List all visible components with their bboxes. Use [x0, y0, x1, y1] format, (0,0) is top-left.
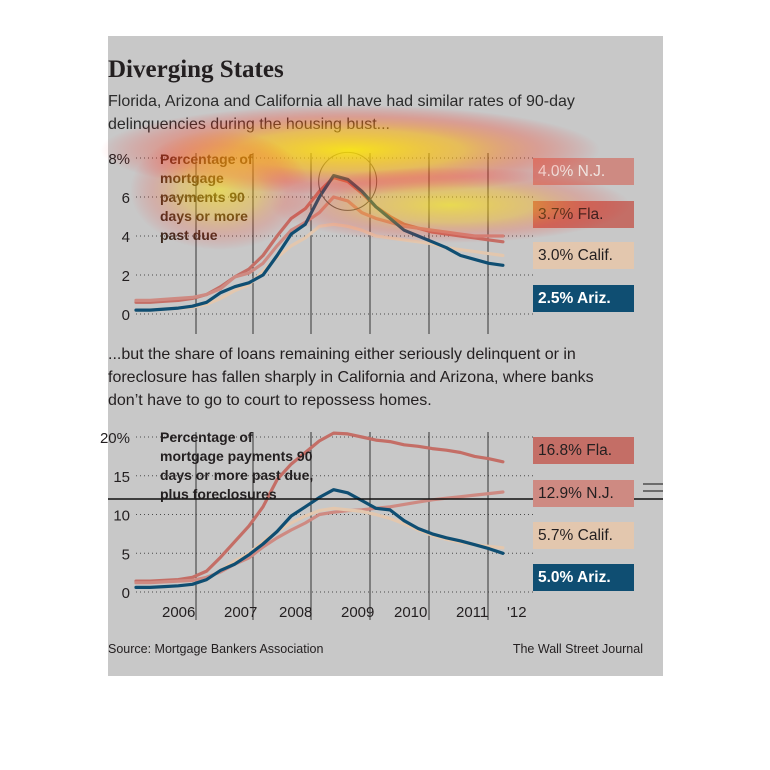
end-label-fla: 16.8% Fla. — [533, 437, 634, 464]
y-tick-label: 0 — [122, 585, 130, 602]
y-tick-label: 15 — [113, 469, 130, 486]
series-line-ariz — [134, 488, 505, 590]
y-tick-label: 8% — [108, 151, 130, 168]
x-tick-label: 2006 — [162, 604, 195, 621]
bottom-chart-caption: Percentage of mortgage payments 90 days … — [160, 429, 314, 502]
x-tick-label: 2007 — [224, 604, 257, 621]
series-line-fla — [134, 431, 505, 583]
x-tick-label: 2008 — [279, 604, 312, 621]
credit-line: The Wall Street Journal — [512, 642, 643, 656]
chart-title: Diverging States — [108, 56, 284, 83]
end-label-nj: 4.0% N.J. — [533, 158, 634, 185]
end-label-nj: 12.9% N.J. — [533, 480, 634, 507]
end-label-ariz: 5.0% Ariz. — [533, 564, 634, 591]
y-tick-label: 2 — [122, 268, 130, 285]
x-tick-label: 2010 — [394, 604, 427, 621]
x-tick-label: 2011 — [456, 604, 488, 621]
top-chart-caption: Percentage of mortgage payments 90 days … — [160, 151, 253, 243]
y-tick-label: 4 — [122, 229, 130, 246]
y-tick-label: 5 — [122, 546, 130, 563]
y-tick-label: 20% — [100, 430, 130, 447]
end-label-calif: 5.7% Calif. — [533, 522, 634, 549]
x-tick-label: '12 — [507, 604, 527, 621]
series-line-calif — [134, 506, 505, 590]
source-note: Source: Mortgage Bankers Association — [108, 642, 324, 656]
y-tick-label: 6 — [122, 190, 130, 207]
y-tick-label: 10 — [113, 508, 130, 525]
x-tick-label: 2009 — [341, 604, 374, 621]
end-label-ariz: 2.5% Ariz. — [533, 285, 634, 312]
dek-bottom: ...but the share of loans remaining eith… — [108, 346, 594, 409]
y-tick-label: 0 — [122, 307, 130, 324]
end-label-calif: 3.0% Calif. — [533, 242, 634, 269]
end-label-fla: 3.7% Fla. — [533, 201, 634, 228]
